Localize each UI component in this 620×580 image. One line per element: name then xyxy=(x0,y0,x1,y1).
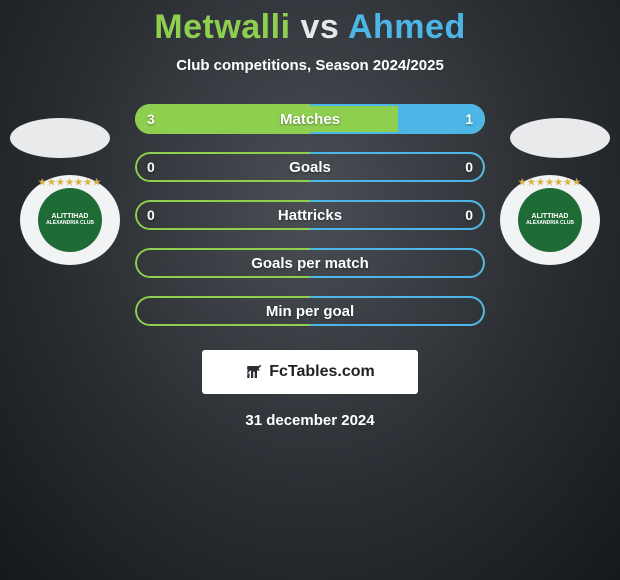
title-player2: Ahmed xyxy=(348,8,466,46)
crest-inner: ★★★★★★★ ALITTIHAD ALEXANDRIA CLUB xyxy=(518,188,582,252)
title-player1: Metwalli xyxy=(154,8,290,46)
source-banner: FcTables.com xyxy=(202,350,418,394)
bar-value-right: 1 xyxy=(465,104,473,134)
stat-bar: Min per goal xyxy=(135,296,485,326)
title-vs: vs xyxy=(300,8,339,46)
stat-bar: Goals per match xyxy=(135,248,485,278)
crest-line2: ALEXANDRIA CLUB xyxy=(46,221,94,227)
player1-club-crest: ★★★★★★★ ALITTIHAD ALEXANDRIA CLUB xyxy=(20,175,120,265)
subtitle: Club competitions, Season 2024/2025 xyxy=(0,57,620,74)
crest-line2: ALEXANDRIA CLUB xyxy=(526,221,574,227)
bar-value-left: 0 xyxy=(147,152,155,182)
bar-label: Matches xyxy=(135,104,485,134)
player1-portrait xyxy=(10,118,110,158)
bar-value-left: 3 xyxy=(147,104,155,134)
chart-icon xyxy=(245,363,263,381)
page-title: Metwalli vs Ahmed xyxy=(0,0,620,47)
bar-label: Min per goal xyxy=(135,296,485,326)
crest-inner: ★★★★★★★ ALITTIHAD ALEXANDRIA CLUB xyxy=(38,188,102,252)
date-text: 31 december 2024 xyxy=(0,412,620,429)
crest-stars-icon: ★★★★★★★ xyxy=(518,178,582,188)
bar-label: Hattricks xyxy=(135,200,485,230)
bar-value-right: 0 xyxy=(465,200,473,230)
stat-bar: Hattricks0 0 xyxy=(135,200,485,230)
banner-text: FcTables.com xyxy=(269,363,375,381)
stat-bars: Matches31Goals00Hattricks00Goals per mat… xyxy=(135,104,485,326)
bar-value-right: 0 xyxy=(465,152,473,182)
stat-bar: Matches3 1 xyxy=(135,104,485,134)
bar-label: Goals xyxy=(135,152,485,182)
stat-bar: Goals0 0 xyxy=(135,152,485,182)
player2-club-crest: ★★★★★★★ ALITTIHAD ALEXANDRIA CLUB xyxy=(500,175,600,265)
bar-value-left: 0 xyxy=(147,200,155,230)
crest-stars-icon: ★★★★★★★ xyxy=(38,178,102,188)
player2-portrait xyxy=(510,118,610,158)
bar-label: Goals per match xyxy=(135,248,485,278)
